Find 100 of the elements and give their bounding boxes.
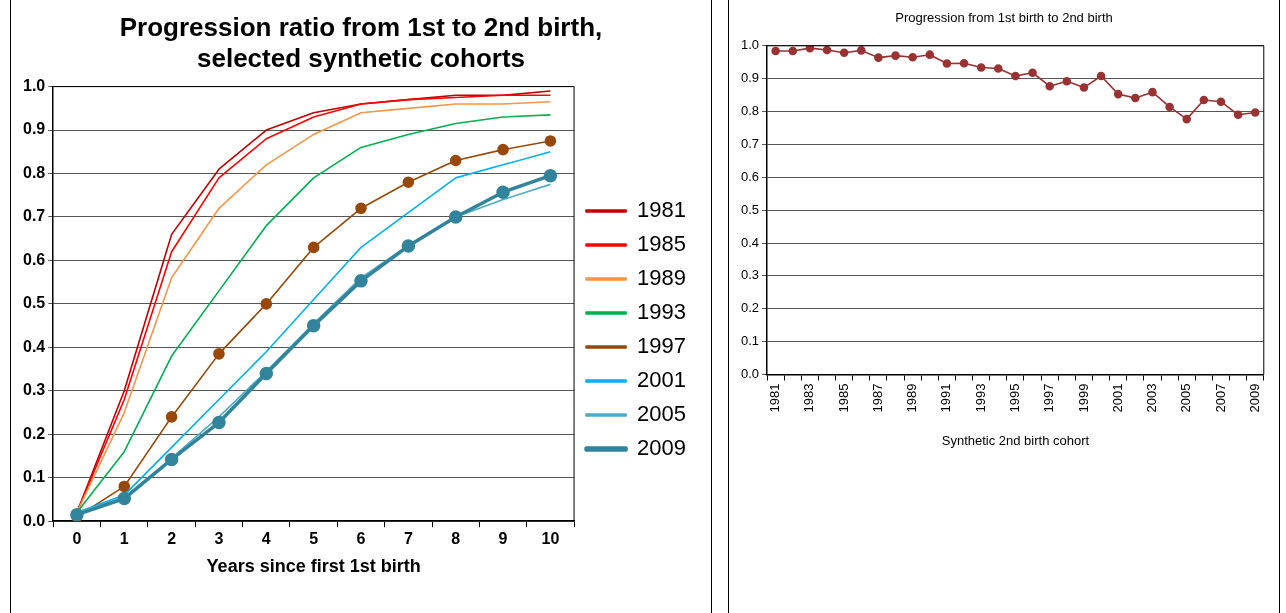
x-tick-label: 7 xyxy=(403,530,413,548)
point xyxy=(788,46,798,56)
x-tick-label: 1 xyxy=(119,530,129,548)
y-tick-label: 0.2 xyxy=(740,300,760,316)
y-tick-label: 0.3 xyxy=(22,381,46,399)
legend-label: 1989 xyxy=(637,265,687,291)
point xyxy=(117,491,132,506)
point xyxy=(401,239,416,253)
x-tick-label: 2003 xyxy=(1144,383,1160,413)
x-tick-label: 2005 xyxy=(1178,383,1194,413)
point xyxy=(164,452,179,467)
y-tick-label: 0.1 xyxy=(22,468,46,486)
legend-label: 1997 xyxy=(637,333,687,359)
x-tick-label: 1995 xyxy=(1007,383,1023,413)
legend-label: 1985 xyxy=(637,231,687,257)
y-tick-label: 0.4 xyxy=(740,234,760,250)
y-tick-label: 1.0 xyxy=(740,37,760,53)
chart-title: Progression ratio from 1st to 2nd birth, selected synthetic cohorts xyxy=(118,11,604,74)
x-tick-label: 1997 xyxy=(1041,383,1057,413)
point xyxy=(1199,95,1209,105)
point xyxy=(976,63,986,72)
point xyxy=(449,154,462,167)
y-tick-label: 0.7 xyxy=(22,207,46,225)
y-tick-label: 0.4 xyxy=(22,337,46,355)
y-tick-label: 0.9 xyxy=(740,70,760,86)
x-tick-label: 1993 xyxy=(972,383,988,413)
point xyxy=(448,210,463,224)
point xyxy=(213,348,225,360)
y-tick-label: 0.0 xyxy=(22,511,46,529)
point xyxy=(925,50,935,59)
x-tick-label: 6 xyxy=(356,530,366,548)
point xyxy=(1113,89,1123,99)
point xyxy=(1011,71,1020,81)
point xyxy=(1131,93,1140,103)
x-tick-label: 1991 xyxy=(938,383,954,413)
y-tick-label: 0.6 xyxy=(740,168,760,184)
y-tick-label: 0.5 xyxy=(740,201,760,217)
y-tick-label: 1.0 xyxy=(22,77,46,95)
point xyxy=(1045,81,1054,91)
point xyxy=(212,415,226,430)
y-tick-label: 0.3 xyxy=(740,267,760,283)
y-tick-label: 0.1 xyxy=(740,333,760,349)
x-tick-label: 1983 xyxy=(801,383,817,413)
legend-label: 2009 xyxy=(637,435,687,461)
point xyxy=(959,58,969,68)
point xyxy=(497,143,509,156)
point xyxy=(543,168,558,183)
point xyxy=(354,274,368,288)
x-tick-label: 2001 xyxy=(1109,383,1125,413)
point xyxy=(1250,108,1260,117)
x-tick-label: 8 xyxy=(451,530,461,548)
point xyxy=(1182,114,1192,124)
legend-label: 1993 xyxy=(637,299,687,325)
x-tick-label: 1987 xyxy=(869,383,885,413)
point xyxy=(118,480,131,493)
x-tick-label: 1999 xyxy=(1075,383,1091,413)
x-tick-label: 1989 xyxy=(904,383,920,413)
point xyxy=(1165,102,1174,112)
point xyxy=(70,507,84,522)
point xyxy=(165,411,178,423)
point xyxy=(1062,77,1072,86)
y-tick-label: 0.5 xyxy=(22,294,46,312)
y-tick-label: 0.0 xyxy=(740,366,760,382)
point xyxy=(994,64,1003,73)
point xyxy=(260,298,273,310)
x-tick-label: 4 xyxy=(261,530,271,548)
point xyxy=(874,53,883,62)
point xyxy=(942,59,952,68)
x-tick-label: 0 xyxy=(72,530,82,548)
y-tick-label: 0.8 xyxy=(22,163,46,181)
point xyxy=(306,318,321,333)
x-tick-label: 3 xyxy=(214,530,224,548)
point xyxy=(544,135,557,147)
legend-label: 2001 xyxy=(637,367,687,393)
point xyxy=(771,46,780,56)
x-tick-label: 5 xyxy=(309,530,319,548)
point xyxy=(1216,97,1226,106)
point xyxy=(805,45,815,53)
x-axis-title: Synthetic 2nd birth cohort xyxy=(941,432,1090,448)
x-tick-label: 2009 xyxy=(1246,383,1262,413)
point xyxy=(856,46,866,55)
point xyxy=(891,51,900,60)
chart-title: Progression from 1st birth to 2nd birth xyxy=(894,9,1114,27)
point xyxy=(1148,87,1157,97)
x-tick-label: 1985 xyxy=(835,383,851,413)
y-tick-label: 0.8 xyxy=(740,103,760,119)
point xyxy=(1079,83,1089,92)
y-tick-label: 0.6 xyxy=(22,250,46,268)
x-tick-label: 9 xyxy=(498,530,508,548)
x-tick-label: 10 xyxy=(541,530,560,548)
legend-label: 1981 xyxy=(637,197,687,223)
point xyxy=(259,366,274,381)
point xyxy=(1233,110,1243,120)
x-tick-label: 2007 xyxy=(1212,383,1228,413)
point xyxy=(839,48,849,57)
point xyxy=(355,202,367,215)
point xyxy=(496,185,510,199)
point xyxy=(908,53,917,62)
y-tick-label: 0.2 xyxy=(22,424,46,442)
point xyxy=(402,176,415,189)
